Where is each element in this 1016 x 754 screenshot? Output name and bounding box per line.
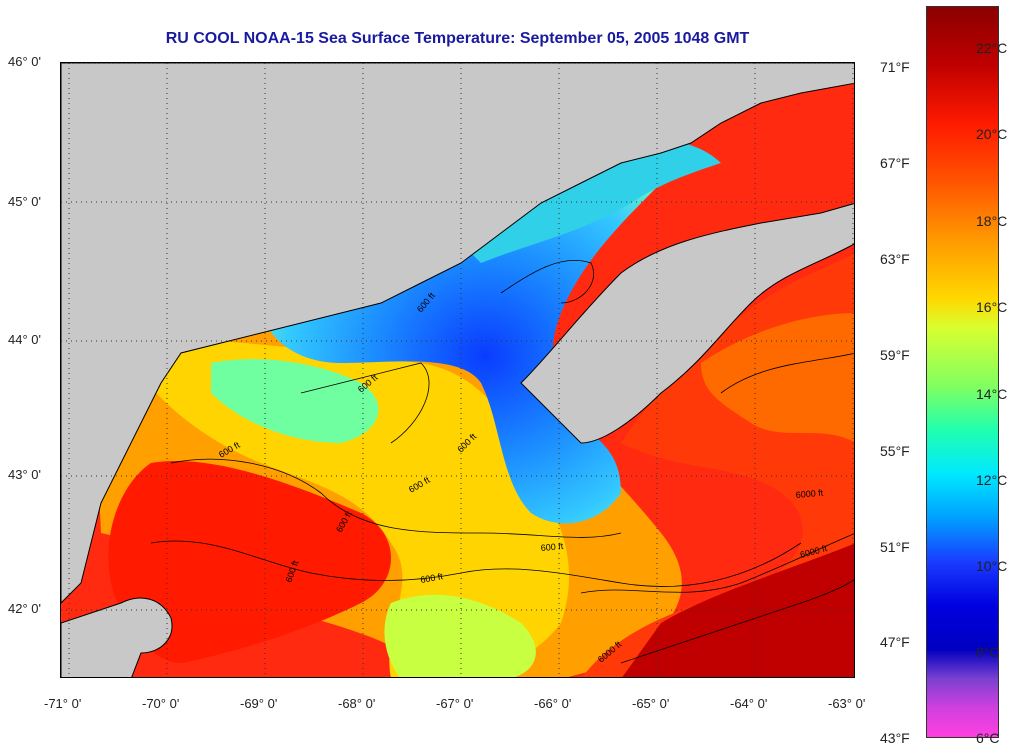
fahrenheit-label: 67°F — [880, 155, 910, 171]
lon-label: -70° 0' — [142, 696, 180, 711]
contour-label: 600 ft — [420, 571, 444, 585]
contour-label: 6000 ft — [795, 488, 824, 500]
celsius-label: 20°C — [976, 126, 1008, 142]
fahrenheit-label: 55°F — [880, 443, 910, 459]
fahrenheit-label: 47°F — [880, 634, 910, 650]
water-cyan-fundy — [441, 139, 721, 263]
lat-label: 42° 0' — [8, 601, 41, 616]
lon-label: -65° 0' — [632, 696, 670, 711]
sst-map: 600 ft 600 ft 600 ft 600 ft 600 ft 600 f… — [60, 62, 855, 678]
water-green-patch — [384, 594, 536, 677]
fahrenheit-label: 51°F — [880, 539, 910, 555]
fahrenheit-label: 59°F — [880, 347, 910, 363]
contour-label: 600 ft — [540, 541, 564, 553]
temperature-colorbar — [926, 6, 999, 738]
lon-label: -63° 0' — [828, 696, 866, 711]
lon-label: -71° 0' — [44, 696, 82, 711]
land-new-england — [61, 63, 854, 604]
water-yellow — [121, 340, 570, 677]
lon-label: -69° 0' — [240, 696, 278, 711]
celsius-label: 16°C — [976, 299, 1008, 315]
celsius-label: 14°C — [976, 386, 1008, 402]
lon-label: -68° 0' — [338, 696, 376, 711]
map-title: RU COOL NOAA-15 Sea Surface Temperature:… — [165, 30, 750, 47]
water-orange-east — [701, 313, 854, 443]
water-darkred-se — [622, 543, 854, 677]
fahrenheit-label: 43°F — [880, 730, 910, 746]
fahrenheit-label: 71°F — [880, 59, 910, 75]
lat-label: 43° 0' — [8, 467, 41, 482]
celsius-label: 22°C — [976, 40, 1008, 56]
lat-label: 46° 0' — [8, 54, 41, 69]
water-cool-bay — [261, 150, 669, 524]
lon-label: -66° 0' — [534, 696, 572, 711]
lon-label: -67° 0' — [436, 696, 474, 711]
lat-label: 45° 0' — [8, 194, 41, 209]
fahrenheit-label: 63°F — [880, 251, 910, 267]
land-cape-cod — [61, 597, 173, 677]
celsius-label: 6°C — [976, 730, 1000, 746]
sst-map-svg: 600 ft 600 ft 600 ft 600 ft 600 ft 600 f… — [61, 63, 854, 677]
lon-label: -64° 0' — [730, 696, 768, 711]
celsius-label: 18°C — [976, 213, 1008, 229]
water-red-sw — [108, 461, 391, 663]
celsius-label: 8°C — [976, 644, 1000, 660]
celsius-label: 10°C — [976, 558, 1008, 574]
celsius-label: 12°C — [976, 472, 1008, 488]
land-nova-scotia — [520, 203, 854, 444]
water-green-coast — [211, 359, 379, 443]
lat-label: 44° 0' — [8, 332, 41, 347]
